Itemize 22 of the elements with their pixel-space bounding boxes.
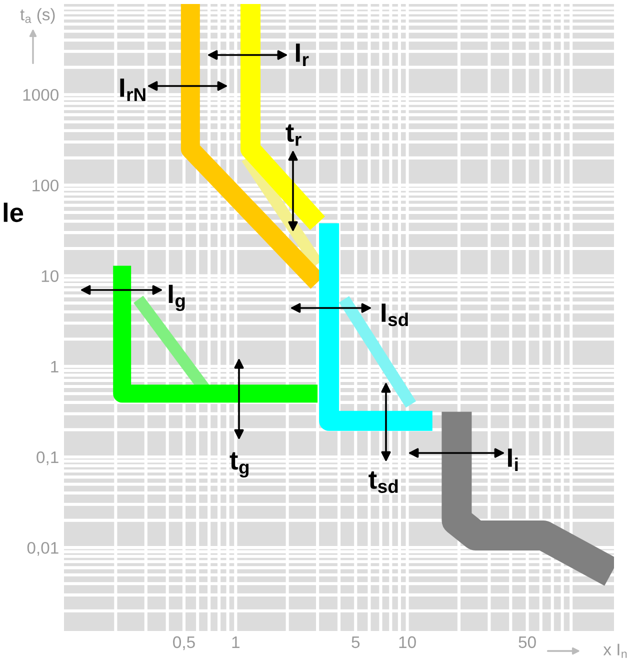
x-axis-title: x I$_{n}$ (603, 644, 627, 658)
annotation: t$_{g}$ (230, 452, 249, 478)
annotation: I$_{g}$ (168, 284, 185, 312)
annotation: t$_{sd}$ (368, 471, 398, 493)
annotation: I$_{sd}$ (382, 304, 408, 326)
annotation: I$_{r}$ (296, 44, 309, 66)
text: le (4, 202, 24, 222)
x-tick-label: 1 (232, 636, 240, 648)
annotation: I$_{rN}$ (120, 78, 146, 101)
y-tick-label: 1 (51, 360, 58, 372)
x-tick-label: 50 (518, 636, 536, 648)
y-axis-title: t$_{a}$ (s) (20, 8, 55, 24)
y-tick-label: 1000 (23, 88, 58, 101)
y-tick-label: 10 (42, 270, 58, 282)
annotation: t$_{r}$ (286, 124, 302, 146)
x-tick-label: 10 (399, 636, 416, 648)
x-tick-label: 5 (352, 636, 360, 648)
y-tick-label: 0,01 (27, 542, 58, 556)
annotation: I$_{i}$ (508, 448, 518, 471)
y-tick-label: 0,1 (36, 451, 58, 466)
x-tick-label: 0,5 (173, 636, 195, 650)
y-tick-label: 100 (32, 180, 58, 192)
